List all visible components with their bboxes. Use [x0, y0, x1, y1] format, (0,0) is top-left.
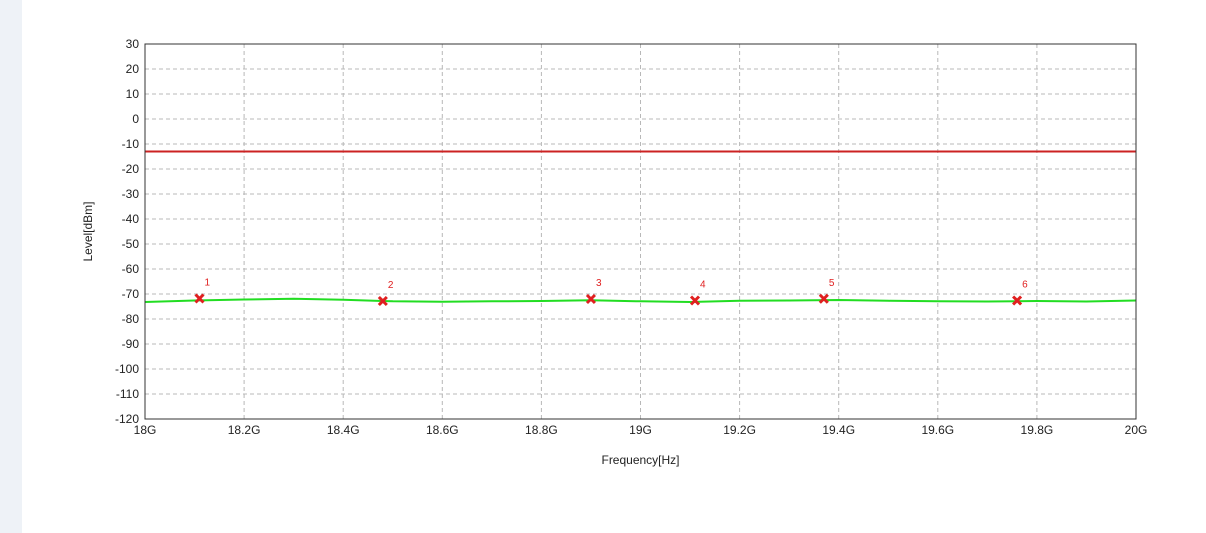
marker-label: 2	[388, 280, 394, 291]
y-tick-label: -80	[122, 312, 140, 326]
y-tick-label: -40	[122, 212, 140, 226]
series-lines	[144, 150, 1137, 304]
peak-marker: 2	[377, 280, 394, 307]
marker-cross-stroke	[585, 293, 597, 305]
y-tick-label: -60	[122, 262, 140, 276]
peak-marker: 4	[689, 280, 706, 306]
peak-marker: 6	[1012, 280, 1028, 306]
marker-label: 5	[829, 278, 835, 289]
y-axis-title: Level[dBm]	[81, 201, 95, 261]
x-tick-label: 19.4G	[822, 423, 855, 437]
x-tick-label: 19G	[629, 423, 652, 437]
peak-marker: 5	[818, 278, 835, 304]
y-tick-label: -90	[122, 337, 140, 351]
marker-label: 3	[596, 278, 602, 289]
x-tick-label: 19.6G	[921, 423, 954, 437]
x-tick-label: 18.8G	[525, 423, 558, 437]
y-tick-label: 0	[132, 112, 139, 126]
x-axis-title: Frequency[Hz]	[601, 453, 679, 467]
marker-cross-stroke	[689, 295, 701, 306]
x-tick-label: 18G	[134, 423, 157, 437]
peak-marker: 3	[585, 278, 602, 305]
y-tick-label: -10	[122, 137, 140, 151]
y-tick-label: 30	[126, 37, 140, 51]
x-tick-labels: 18G 18.2G 18.4G 18.6G 18.8G 19G 19.2G 19.4G 19.6…	[134, 423, 1148, 437]
peak-markers: 1 2 3 4 5 6	[194, 278, 1028, 307]
y-tick-labels: 30 20 10 0 -10 -20 -30 -40 -50 -60 -70 -80 -90 -100 -1…	[115, 37, 139, 426]
marker-cross-stroke	[377, 295, 388, 307]
y-tick-label: -100	[115, 362, 139, 376]
peak-marker: 1	[194, 278, 211, 304]
marker-label: 6	[1022, 280, 1028, 291]
x-tick-label: 19.2G	[723, 423, 756, 437]
x-tick-label: 18.4G	[327, 423, 360, 437]
marker-label: 1	[205, 278, 211, 289]
y-tick-label: -120	[115, 412, 139, 426]
y-tick-label: -70	[122, 287, 140, 301]
y-tick-label: -30	[122, 187, 140, 201]
grid-lines	[144, 43, 1137, 420]
x-tick-label: 20G	[1125, 423, 1148, 437]
spectrum-chart: 30 20 10 0 -10 -20 -30 -40 -50 -60 -70 -80 -90 -100 -1…	[81, 37, 1148, 467]
marker-label: 4	[700, 280, 706, 291]
y-tick-label: -110	[116, 387, 139, 401]
marker-cross-stroke	[818, 293, 829, 304]
y-tick-label: 20	[126, 62, 140, 76]
x-tick-label: 18.6G	[426, 423, 459, 437]
chart-panel: 30 20 10 0 -10 -20 -30 -40 -50 -60 -70 -80 -90 -100 -1…	[22, 0, 1206, 533]
y-tick-label: -20	[122, 162, 140, 176]
marker-cross-stroke	[1012, 295, 1023, 306]
marker-cross-stroke	[194, 293, 205, 304]
trace-line	[144, 297, 1137, 304]
y-tick-label: 10	[126, 87, 140, 101]
plot-area-border	[144, 43, 1137, 420]
x-tick-label: 19.8G	[1021, 423, 1054, 437]
y-tick-label: -50	[122, 237, 140, 251]
x-tick-label: 18.2G	[228, 423, 261, 437]
